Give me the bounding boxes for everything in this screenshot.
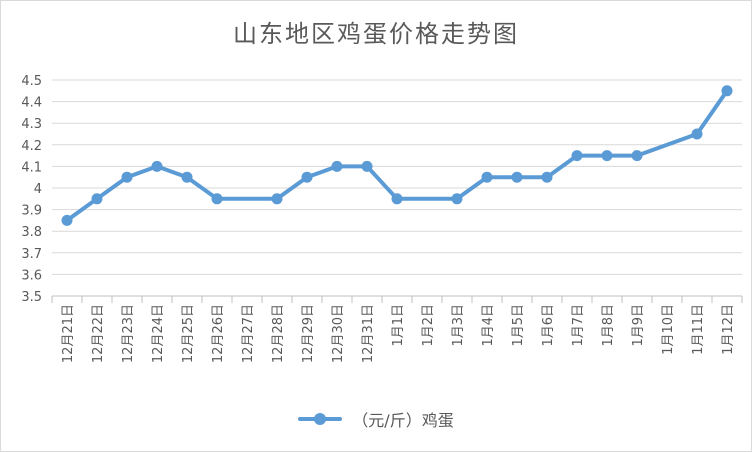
x-tick-label: 1月7日 [571,304,586,347]
x-tick-label: 1月1日 [391,304,406,347]
y-tick-label: 4.3 [21,117,42,132]
data-point [511,171,523,183]
x-tick-label: 12月23日 [121,304,136,363]
data-point [181,171,193,183]
x-tick-label: 1月12日 [721,304,736,355]
y-tick-label: 3.9 [21,204,42,219]
data-point [541,171,553,183]
x-tick-label: 12月26日 [211,304,226,363]
x-tick-label: 12月28日 [271,304,286,363]
data-point [481,171,493,183]
y-tick-label: 4.2 [21,139,42,154]
y-tick-label: 4 [34,182,42,197]
x-tick-label: 12月27日 [241,304,256,363]
legend-marker [298,412,343,426]
data-point [271,193,283,205]
y-tick-label: 3.5 [21,290,42,305]
data-point [691,128,703,140]
data-point [121,171,133,183]
y-tick-label: 4.5 [21,74,42,89]
chart-title: 山东地区鸡蛋价格走势图 [233,20,519,48]
data-point [211,193,223,205]
y-tick-label: 3.7 [21,247,42,262]
x-tick-label: 12月29日 [301,304,316,363]
legend: （元/斤）鸡蛋 [0,407,752,431]
data-point [331,160,343,172]
x-tick-label: 12月31日 [361,304,376,363]
data-point [391,193,403,205]
data-point [721,85,733,97]
x-tick-label: 12月21日 [61,304,76,363]
x-tick-label: 1月9日 [631,304,646,347]
x-tick-label: 12月25日 [181,304,196,363]
data-point [631,150,643,162]
x-tick-label: 1月2日 [421,304,436,347]
x-tick-label: 1月11日 [691,304,706,355]
data-point [151,160,163,172]
x-tick-label: 1月8日 [601,304,616,347]
x-tick-label: 12月24日 [151,304,166,363]
legend-label: （元/斤）鸡蛋 [352,411,454,430]
data-point [571,150,583,162]
x-tick-label: 1月4日 [481,304,496,347]
x-tick-label: 1月5日 [511,304,526,347]
data-point [91,193,103,205]
y-tick-label: 3.6 [21,268,42,283]
x-tick-label: 12月22日 [91,304,106,363]
x-tick-label: 1月3日 [451,304,466,347]
data-point [451,193,463,205]
x-tick-label: 12月30日 [331,304,346,363]
data-point [301,171,313,183]
y-tick-label: 4.4 [21,96,42,111]
y-tick-label: 3.8 [21,225,42,240]
data-point [361,160,373,172]
y-tick-label: 4.1 [21,160,42,175]
data-point [601,150,613,162]
data-point [61,214,73,226]
x-tick-label: 1月6日 [541,304,556,347]
x-tick-label: 1月10日 [661,304,676,355]
